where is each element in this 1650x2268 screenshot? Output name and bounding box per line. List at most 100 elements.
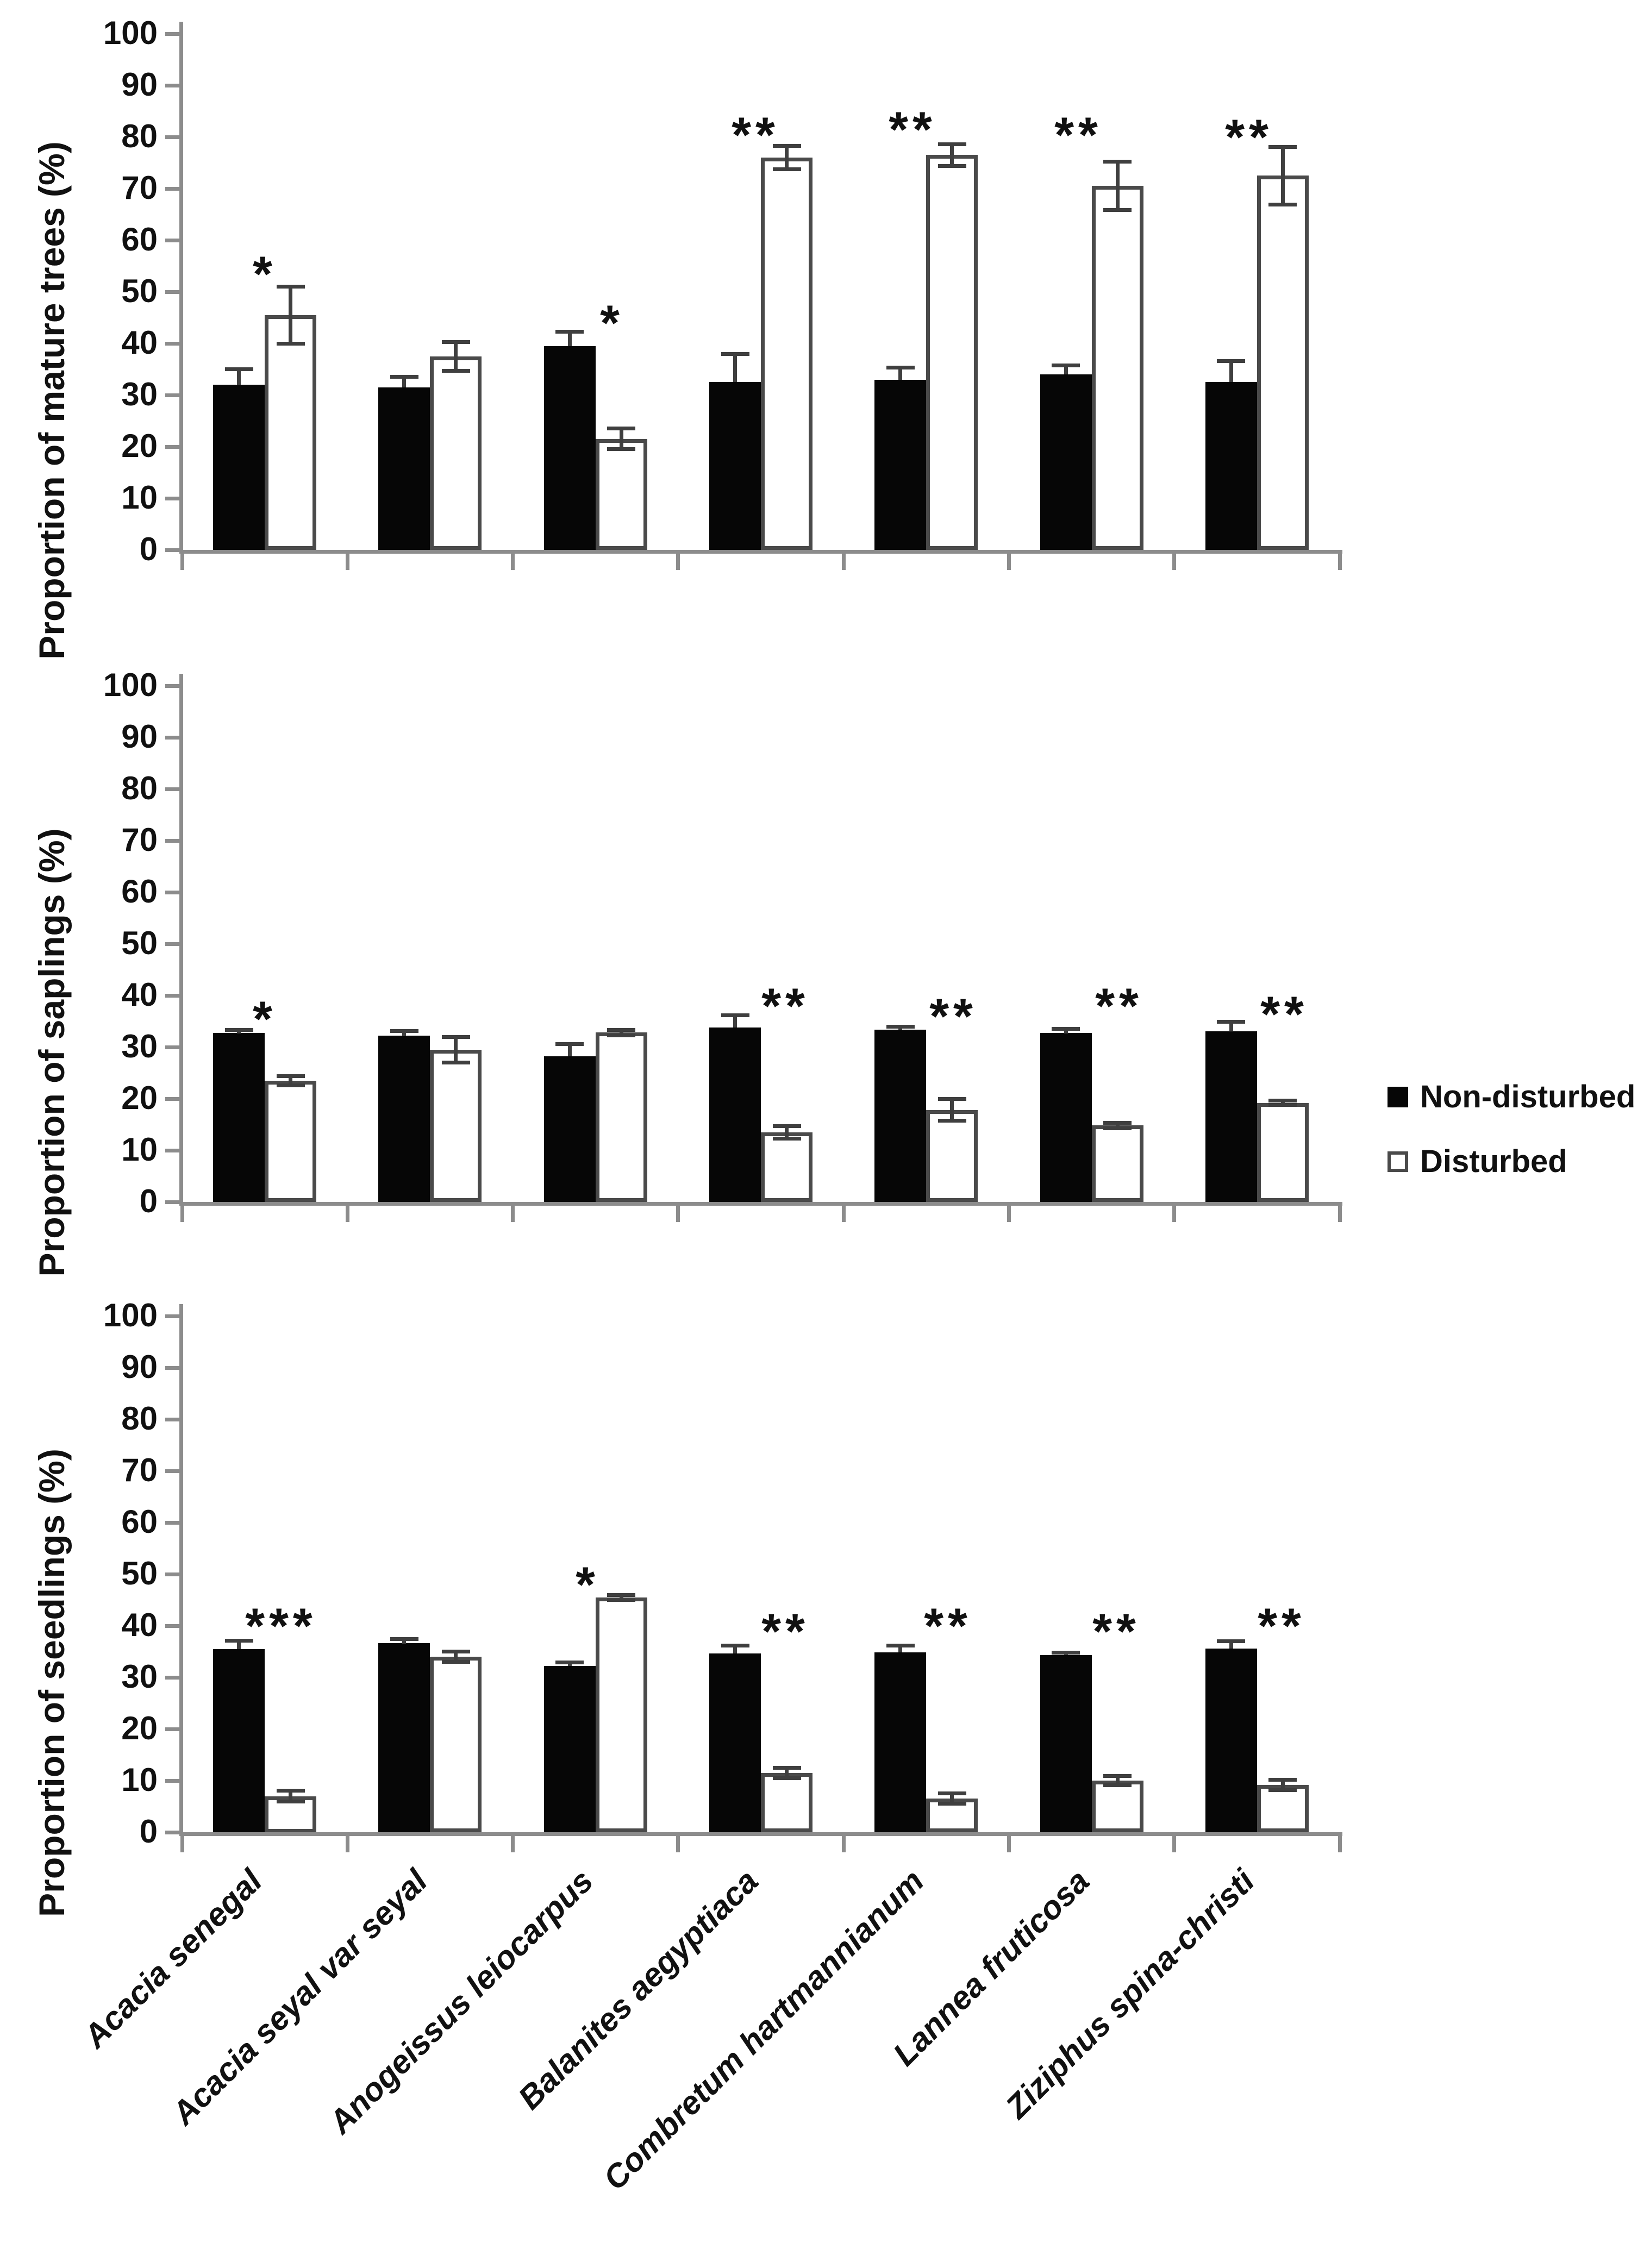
bar-disturbed <box>1092 186 1143 550</box>
y-tick-label: 10 <box>121 479 158 516</box>
error-bar <box>898 368 902 380</box>
error-bar-cap <box>886 366 915 369</box>
error-bar <box>402 377 406 387</box>
y-axis-tick <box>165 1521 179 1525</box>
y-axis-tick <box>165 187 179 191</box>
y-axis-tick <box>165 1200 179 1204</box>
bar-non-disturbed <box>709 1028 761 1202</box>
error-bar-cap <box>886 1025 915 1029</box>
x-axis-tick <box>1172 554 1176 570</box>
y-axis-tick <box>165 684 179 688</box>
x-axis-tick <box>842 1836 846 1852</box>
bar-non-disturbed <box>544 1666 596 1832</box>
x-axis-tick <box>842 1206 846 1222</box>
x-axis-line <box>179 550 1342 554</box>
bar-non-disturbed <box>1205 382 1257 550</box>
y-tick-label: 60 <box>121 221 158 258</box>
significance-star: ** <box>761 1604 809 1659</box>
y-axis-tick <box>165 84 179 87</box>
bar-disturbed <box>926 1799 978 1832</box>
error-bar-cap <box>442 1061 470 1064</box>
error-bar-cap <box>1103 1774 1132 1778</box>
error-bar-cap <box>1268 1788 1297 1792</box>
y-tick-label: 80 <box>121 770 158 806</box>
y-axis-tick <box>165 290 179 294</box>
y-axis-tick <box>165 445 179 449</box>
y-tick-label: 90 <box>121 718 158 755</box>
significance-star: ** <box>1225 110 1273 165</box>
error-bar <box>1281 1780 1285 1790</box>
error-bar-cap <box>938 164 966 168</box>
bar-non-disturbed <box>544 1056 596 1202</box>
bar-non-disturbed <box>1205 1031 1257 1202</box>
bar-disturbed <box>430 1657 482 1832</box>
error-bar-cap <box>886 1644 915 1647</box>
bar-non-disturbed <box>1040 374 1092 550</box>
significance-star: * <box>576 1557 599 1613</box>
y-axis-tick <box>165 239 179 242</box>
error-bar-cap <box>390 1637 418 1641</box>
error-bar <box>785 1126 789 1138</box>
y-tick-label: 100 <box>103 15 158 51</box>
y-tick-label: 20 <box>121 428 158 464</box>
legend-item-disturbed: Disturbed <box>1388 1143 1635 1180</box>
bar-non-disturbed <box>378 1643 430 1832</box>
bar-disturbed <box>430 356 482 550</box>
x-axis-tick <box>1172 1836 1176 1852</box>
bar-non-disturbed <box>213 385 265 550</box>
error-bar-cap <box>442 369 470 373</box>
y-tick-label: 80 <box>121 1400 158 1437</box>
error-bar <box>1116 162 1120 210</box>
error-bar <box>289 1076 292 1085</box>
significance-star: ** <box>924 1599 972 1654</box>
legend-label-non-disturbed: Non-disturbed <box>1420 1079 1636 1114</box>
x-axis-tick <box>346 554 349 570</box>
y-axis-tick <box>165 497 179 500</box>
error-bar <box>785 1768 789 1778</box>
x-axis-tick <box>676 1836 680 1852</box>
y-tick-label: 100 <box>103 1297 158 1333</box>
y-tick-label: 40 <box>121 976 158 1013</box>
y-axis-tick <box>165 342 179 346</box>
error-bar-cap <box>773 1137 801 1141</box>
error-bar-cap <box>607 427 635 430</box>
bar-non-disturbed <box>874 1030 926 1202</box>
error-bar-cap <box>277 1074 305 1078</box>
error-bar <box>1064 366 1068 374</box>
bar-disturbed <box>1092 1125 1143 1202</box>
error-bar-cap <box>390 375 418 379</box>
y-tick-label: 10 <box>121 1131 158 1168</box>
error-bar-cap <box>1217 1020 1245 1024</box>
error-bar <box>1229 361 1233 382</box>
bar-non-disturbed <box>213 1649 265 1832</box>
bar-disturbed <box>761 1773 812 1832</box>
error-bar-cap <box>773 1124 801 1128</box>
error-bar-cap <box>442 1660 470 1664</box>
bar-disturbed <box>1257 176 1309 550</box>
y-tick-label: 60 <box>121 873 158 910</box>
error-bar <box>620 429 623 449</box>
x-category-label: Anogeissus leiocarpus <box>322 1862 601 2141</box>
error-bar-cap <box>225 367 253 371</box>
error-bar <box>950 1099 954 1121</box>
y-tick-label: 60 <box>121 1503 158 1540</box>
error-bar <box>620 1030 623 1036</box>
y-axis-tick <box>165 736 179 740</box>
error-bar-cap <box>1268 203 1297 206</box>
error-bar <box>402 1639 406 1644</box>
y-tick-label: 20 <box>121 1710 158 1746</box>
error-bar-cap <box>555 330 584 334</box>
bar-disturbed <box>1257 1785 1309 1832</box>
y-tick-label: 0 <box>139 1183 158 1219</box>
y-tick-label: 50 <box>121 1555 158 1592</box>
error-bar <box>1064 1029 1068 1033</box>
significance-star: ** <box>1092 1604 1140 1659</box>
error-bar-cap <box>277 285 305 289</box>
error-bar-cap <box>1268 145 1297 149</box>
bar-disturbed <box>926 1110 978 1202</box>
x-axis-tick <box>346 1206 349 1222</box>
x-axis-tick <box>511 1206 515 1222</box>
y-axis-tick <box>165 891 179 894</box>
x-axis-tick <box>1007 1206 1011 1222</box>
error-bar <box>454 1652 458 1662</box>
